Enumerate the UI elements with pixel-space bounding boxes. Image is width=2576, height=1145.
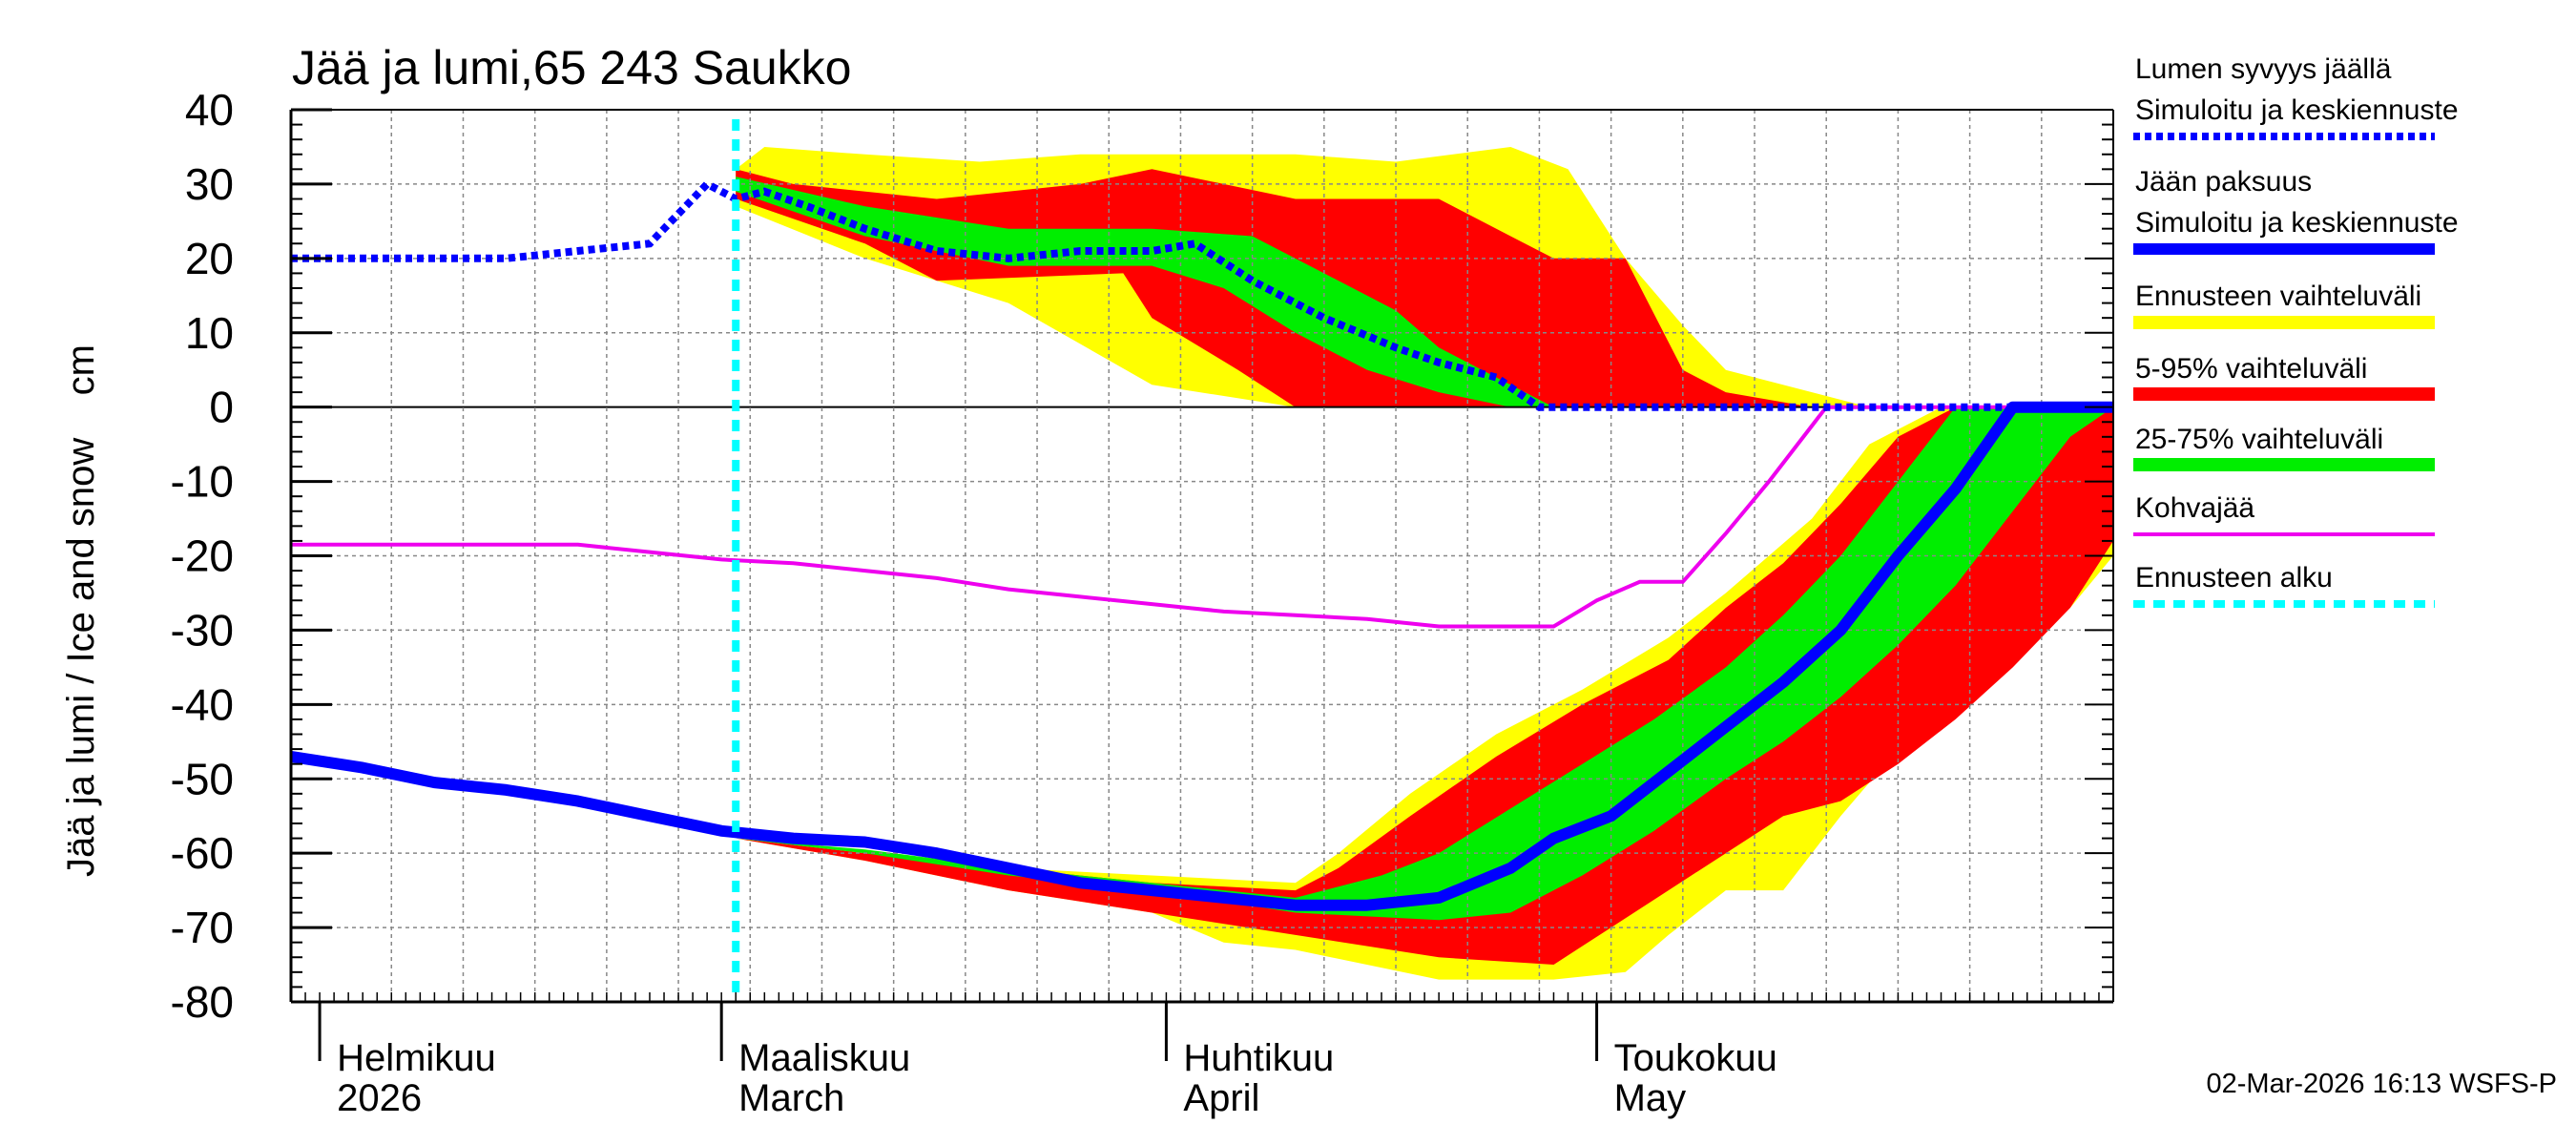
- y-tick-label: -50: [171, 754, 234, 803]
- legend-label: Simuloitu ja keskiennuste: [2135, 207, 2459, 239]
- snow-5-95-band: [736, 169, 2114, 407]
- legend-label: Ennusteen vaihteluväli: [2135, 281, 2421, 312]
- ice-full-range-band: [736, 406, 2114, 980]
- legend: Lumen syvyys jäällä Simuloitu ja keskienn…: [2133, 53, 2459, 608]
- snow-depth-line: [291, 178, 2113, 411]
- x-month-sublabel: 2026: [337, 1077, 422, 1119]
- y-tick-label: -80: [171, 977, 234, 1027]
- legend-label: 25-75% vaihteluväli: [2135, 424, 2383, 455]
- y-axis-label: Jää ja lumi / Ice and snow cm: [60, 344, 102, 877]
- chart-title: Jää ja lumi,65 243 Saukko: [292, 41, 851, 94]
- legend-label: Ennusteen alku: [2135, 562, 2333, 593]
- y-tick-label: -20: [171, 531, 234, 581]
- ice-5-95-band: [736, 406, 2114, 965]
- y-tick-label: -10: [171, 457, 234, 507]
- x-month-sublabel: April: [1183, 1077, 1259, 1119]
- snow-25-75-band: [736, 177, 2114, 407]
- x-month-label: Toukokuu: [1614, 1037, 1777, 1079]
- y-tick-label: 0: [209, 383, 234, 432]
- y-tick-label: -70: [171, 903, 234, 952]
- kohvajaa-line: [291, 405, 2113, 629]
- y-tick-label: 30: [185, 159, 234, 209]
- x-month-sublabel: May: [1614, 1077, 1687, 1119]
- y-tick-label: 10: [185, 308, 234, 358]
- y-tick-label: -60: [171, 828, 234, 878]
- x-month-label: Huhtikuu: [1183, 1037, 1334, 1079]
- x-month-sublabel: March: [738, 1077, 844, 1119]
- legend-label: Jään paksuus: [2135, 166, 2312, 198]
- legend-label: Simuloitu ja keskiennuste: [2135, 94, 2459, 126]
- series-lines: [290, 119, 2113, 1002]
- y-tick-label: 40: [185, 85, 234, 135]
- y-axis: 40 30 20 10 0 -10 -20 -30 -40 -50 -60 -70 -80: [171, 85, 2113, 1027]
- y-tick-label: 20: [185, 234, 234, 283]
- footer-timestamp: 02-Mar-2026 16:13 WSFS-P: [2207, 1069, 2557, 1099]
- legend-label: 5-95% vaihteluväli: [2135, 353, 2367, 385]
- x-month-label: Helmikuu: [337, 1037, 496, 1079]
- y-tick-label: -30: [171, 605, 234, 655]
- legend-label: Lumen syvyys jäällä: [2135, 53, 2392, 85]
- legend-label: Kohvajää: [2135, 492, 2254, 524]
- grid: [291, 110, 2113, 1002]
- x-month-label: Maaliskuu: [738, 1037, 910, 1079]
- y-tick-label: -40: [171, 679, 234, 729]
- ice-thickness-line: [290, 401, 2113, 911]
